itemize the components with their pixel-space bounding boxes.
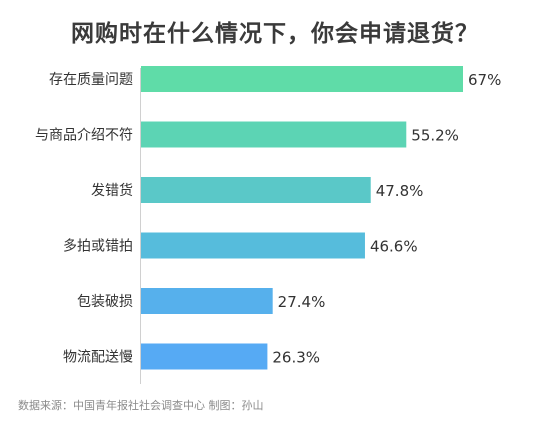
category-label: 发错货 [91, 182, 133, 199]
bar-5 [141, 288, 273, 314]
value-label: 26.3% [272, 349, 320, 367]
category-label: 与商品介绍不符 [35, 128, 133, 144]
category-label: 物流配送慢 [63, 349, 133, 366]
bar-4 [141, 232, 365, 259]
value-label: 55.2% [411, 127, 459, 145]
value-label: 46.6% [370, 238, 418, 256]
value-label: 47.8% [376, 182, 424, 200]
chart-title: 网购时在什么情况下，你会申请退货？ [71, 21, 479, 47]
category-label: 包装破损 [77, 294, 133, 310]
bar-6 [141, 343, 268, 370]
category-label: 存在质量问题 [49, 72, 133, 88]
bar-3 [141, 177, 371, 203]
bar-1 [141, 66, 463, 92]
source-note: 数据来源：中国青年报社社会调查中心 制图：孙山 [18, 399, 264, 412]
bar-2 [141, 121, 407, 148]
category-label: 多拍或错拍 [63, 238, 133, 255]
value-label: 27.4% [278, 293, 326, 311]
value-label: 67% [468, 71, 501, 89]
